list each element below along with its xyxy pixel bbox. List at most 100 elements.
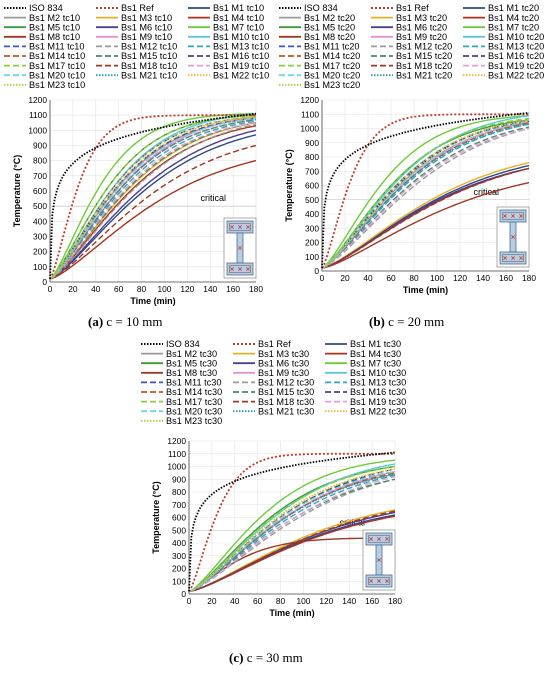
x-tick-label: 20 [207,596,217,606]
legend-label: Bs1 M9 tc10 [121,32,172,42]
legend-entry: Bs1 M3 tc20 [371,13,447,23]
legend-label: Bs1 M15 tc20 [396,51,452,61]
beam-thermocouple-mark [503,214,507,218]
legend-label: Bs1 M20 tc10 [29,70,85,80]
legend-label: Bs1 M10 tc30 [350,368,406,378]
legend-entry: Bs1 M5 tc10 [4,22,80,32]
x-tick-label: 100 [430,273,444,283]
legend-label: Bs1 M3 tc30 [258,349,309,359]
legend-entry: Bs1 M19 tc30 [325,397,406,407]
beam-inner-top [229,223,251,231]
series-line [188,468,396,593]
y-tick-label: 700 [305,166,319,176]
x-tick-label: 0 [187,596,192,606]
legend-label: Bs1 M11 tc20 [304,42,360,52]
series-line [49,122,257,280]
legend-entry: Bs1 M14 tc30 [141,387,222,397]
legend-label: Bs1 M17 tc10 [29,61,85,71]
y-tick-label: 700 [172,500,186,510]
legend-label: Bs1 M22 tc10 [213,70,269,80]
legend-label: Bs1 M19 tc10 [213,61,269,71]
legend-label: Bs1 M22 tc20 [488,70,544,80]
legend-label: Bs1 M12 tc10 [121,42,177,52]
legend-label: Bs1 M3 tc10 [121,13,172,23]
legend-label: Bs1 M20 tc30 [166,406,222,416]
legend-entry: Bs1 M18 tc10 [96,61,177,71]
beam-thermocouple-mark [230,225,234,229]
y-tick-label: 300 [305,223,319,233]
legend-entry: Bs1 Ref [233,339,291,349]
legend-entry: Bs1 M19 tc20 [463,61,544,71]
x-tick-label: 140 [476,273,490,283]
legend-label: Bs1 M21 tc30 [258,406,314,416]
critical-annotation: critical [200,193,226,203]
legend-label: Bs1 M2 tc30 [166,349,217,359]
beam-thermocouple-mark [246,225,250,229]
series-line [321,167,530,269]
y-tick-label: 900 [33,141,47,151]
legend-label: Bs1 M12 tc30 [258,378,314,388]
series-line [188,465,396,593]
y-tick-label: 400 [33,216,47,226]
series-line [188,451,396,592]
beam-section-icon [362,529,396,591]
legend-label: Bs1 M1 tc20 [488,3,539,13]
x-tick-label: 80 [409,273,419,283]
beam-thermocouple-mark [238,225,242,229]
beam-thermocouple-mark [369,537,373,541]
y-tick-label: 200 [172,564,186,574]
legend-entry: Bs1 M23 tc30 [141,416,222,426]
series-line [321,115,530,269]
y-tick-label: 800 [33,156,47,166]
legend-label: Bs1 M14 tc30 [166,387,222,397]
beam-inner-bottom [229,265,251,273]
legend-entry: Bs1 M13 tc20 [463,42,544,52]
y-axis-label: Temperature (°C) [12,155,22,227]
beam-thermocouple-mark [369,579,373,583]
series-line [49,120,257,280]
legend-entry: Bs1 M21 tc30 [233,406,314,416]
series-line [49,144,257,280]
legend-label: Bs1 M19 tc20 [488,61,544,71]
y-tick-label: 600 [172,513,186,523]
x-tick-label: 120 [319,596,333,606]
y-tick-label: 800 [305,152,319,162]
legend-label: Bs1 M18 tc30 [258,397,314,407]
x-tick-label: 20 [68,284,78,294]
legend-entry: Bs1 M7 tc10 [188,22,264,32]
series-line [321,113,529,269]
legend-entry: Bs1 M11 tc10 [4,42,85,52]
y-tick-label: 1100 [168,449,186,459]
series-line [49,119,257,280]
legend-entry: ISO 834 [279,3,338,13]
legend-label: Bs1 M8 tc30 [166,368,217,378]
legend-entry: Bs1 M10 tc20 [463,32,544,42]
x-tick-label: 160 [226,284,240,294]
legend-label: Bs1 M5 tc20 [304,22,355,32]
legend-entry: Bs1 M20 tc10 [4,70,85,80]
series-line [49,116,257,280]
x-axis-label: Time (min) [403,285,448,295]
series-line [49,112,257,280]
x-tick-label: 0 [48,284,53,294]
legend-entry: Bs1 M12 tc10 [96,42,177,52]
series-line [49,129,257,280]
legend-entry: Bs1 M18 tc20 [371,61,452,71]
y-tick-label: 200 [305,238,319,248]
beam-thermocouple-mark [238,246,242,250]
legend-label: ISO 834 [304,3,338,13]
legend-label: Bs1 M14 tc20 [304,51,360,61]
y-tick-label: 0 [181,589,186,599]
legend-label: Bs1 M17 tc30 [166,397,222,407]
series-line [49,134,257,280]
legend-label: Bs1 M11 tc30 [166,378,222,388]
legend-entry: Bs1 M13 tc30 [325,378,406,388]
panel-a: ISO 834 Bs1 Ref Bs1 M1 tc10 Bs1 M2 tc10 Bs1 … [0,0,275,336]
x-tick-label: 180 [388,596,402,606]
legend-label: Bs1 M23 tc20 [304,80,360,90]
y-tick-label: 1000 [167,462,186,472]
x-tick-label: 120 [453,273,467,283]
legend-entry: Bs1 M12 tc20 [371,42,452,52]
legend-label: Bs1 M10 tc10 [213,32,269,42]
